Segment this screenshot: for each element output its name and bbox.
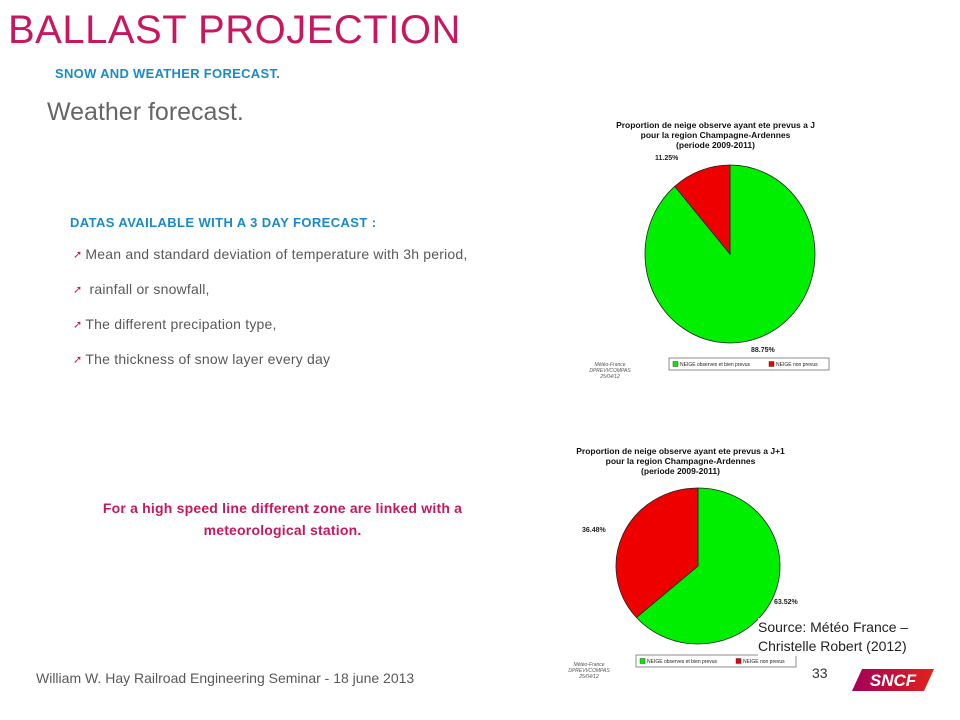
legend-swatch-red (768, 361, 775, 367)
data-available-heading: DATAS AVAILABLE WITH A 3 DAY FORECAST : (70, 215, 377, 230)
pie-value-label: 63.52% (774, 599, 799, 606)
bullet-item: ➚ Mean and standard deviation of temperat… (73, 246, 467, 281)
chart-credit-line: DPREVI/COMPAS (589, 368, 631, 374)
legend-label: NEIGE non prevus (776, 362, 818, 368)
footer-text: William W. Hay Railroad Engineering Semi… (36, 670, 415, 686)
chart-legend-box (635, 654, 797, 668)
pie-slice-not-forecast (674, 164, 731, 256)
bullet-text: The thickness of snow layer every day (85, 351, 331, 367)
chart-legend-box (668, 357, 830, 371)
chart-credit-line: Météo-France (573, 662, 604, 668)
bullet-item: ➚ rainfall or snowfall, (73, 281, 467, 316)
bullet-text: rainfall or snowfall, (85, 281, 210, 297)
bullet-arrow-icon: ➚ (73, 249, 83, 261)
slide-title: BALLAST PROJECTION (8, 8, 461, 52)
bullet-arrow-icon: ➚ (73, 284, 83, 296)
page-number: 33 (812, 665, 828, 681)
bullet-text: The different precipation type, (85, 316, 277, 332)
section-heading: Weather forecast. (47, 98, 244, 126)
logo-text: SNCF (870, 671, 917, 690)
bullet-text: Mean and standard deviation of temperatu… (85, 246, 468, 262)
chart-title-line: pour la region Champagne-Ardennes (641, 130, 791, 140)
pie-slice-observed-forecast (635, 487, 781, 645)
pie-value-label: 88.75% (751, 347, 776, 354)
chart-title-line: Proportion de neige observe ayant ete pr… (616, 120, 815, 130)
pie-value-label: 11.25% (655, 155, 679, 162)
chart-credit-line: Météo-France (594, 362, 625, 368)
legend-label: NEIGE observes et bien prevus (647, 659, 718, 665)
pie-slice-not-forecast (615, 487, 699, 619)
chart-title-line: (periode 2009-2011) (676, 140, 755, 150)
bullet-item: ➚ The thickness of snow layer every day (73, 351, 467, 386)
chart-credit-line: 25/04/12 (578, 674, 599, 680)
source-credit: Source: Météo France – Christelle Robert… (758, 618, 909, 656)
station-note: For a high speed line different zone are… (102, 500, 463, 538)
pie-value-label: 36.48% (582, 527, 607, 534)
sncf-logo: SNCF (852, 669, 934, 691)
chart-title-line: pour la region Champagne-Ardennes (606, 456, 756, 466)
pie-chart-day-j: Proportion de neige observe ayant ete pr… (583, 108, 848, 388)
slide-subtitle: SNOW AND WEATHER FORECAST. (55, 66, 281, 81)
source-line-1: Source: Météo France – (758, 619, 909, 635)
legend-swatch-red (735, 658, 742, 664)
chart-title-line: (periode 2009-2011) (641, 466, 720, 476)
chart-title-line: Proportion de neige observe ayant ete pr… (576, 446, 785, 456)
data-bullet-list: ➚ Mean and standard deviation of temperat… (73, 246, 467, 386)
pie-chart-day-j1: Proportion de neige observe ayant ete pr… (558, 440, 803, 685)
legend-label: NEIGE non prevus (743, 659, 785, 665)
bullet-arrow-icon: ➚ (73, 354, 83, 366)
chart-credit-line: DPREVI/COMPAS (568, 668, 610, 674)
chart-credit-line: 25/04/12 (599, 374, 620, 380)
legend-label: NEIGE observes et bien prevus (680, 362, 751, 368)
legend-swatch-green (639, 658, 646, 664)
bullet-arrow-icon: ➚ (73, 319, 83, 331)
source-line-2: Christelle Robert (2012) (758, 638, 907, 654)
legend-swatch-green (672, 361, 679, 367)
bullet-item: ➚ The different precipation type, (73, 316, 467, 351)
